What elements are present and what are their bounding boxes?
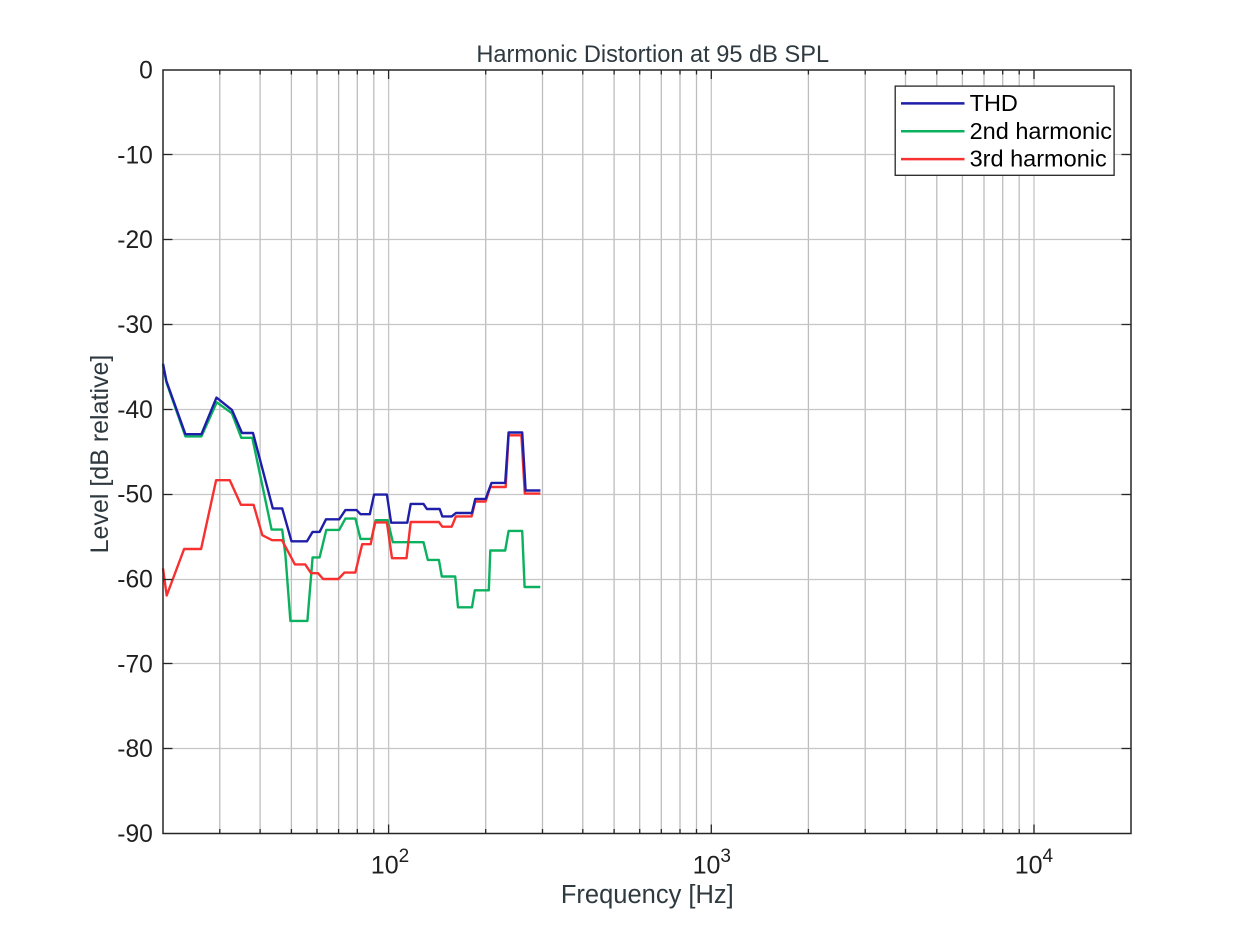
svg-text:Frequency [Hz]: Frequency [Hz] bbox=[561, 881, 734, 909]
svg-text:-40: -40 bbox=[117, 397, 153, 424]
svg-text:-20: -20 bbox=[117, 227, 153, 254]
svg-text:-70: -70 bbox=[117, 651, 153, 678]
svg-text:3rd harmonic: 3rd harmonic bbox=[970, 146, 1107, 172]
svg-text:Harmonic Distortion at 95 dB S: Harmonic Distortion at 95 dB SPL bbox=[476, 42, 829, 68]
svg-text:-90: -90 bbox=[117, 821, 153, 848]
svg-text:-30: -30 bbox=[117, 312, 153, 339]
svg-text:-60: -60 bbox=[117, 567, 153, 594]
svg-text:2nd harmonic: 2nd harmonic bbox=[970, 118, 1113, 144]
svg-text:THD: THD bbox=[970, 90, 1018, 116]
svg-text:-10: -10 bbox=[117, 142, 153, 169]
svg-text:0: 0 bbox=[139, 58, 153, 85]
svg-text:Level [dB relative]: Level [dB relative] bbox=[86, 355, 114, 554]
svg-text:-80: -80 bbox=[117, 736, 153, 763]
svg-text:-50: -50 bbox=[117, 482, 153, 509]
